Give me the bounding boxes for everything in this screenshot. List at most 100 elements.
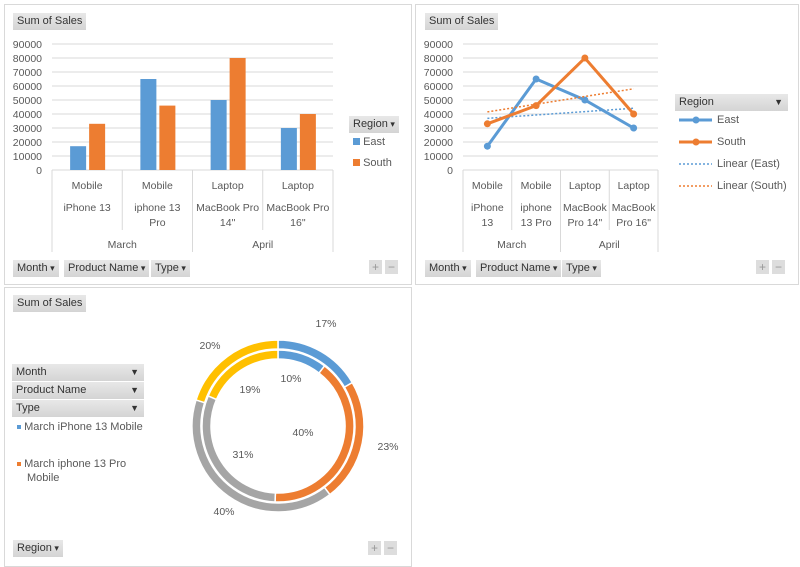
bar-east: [140, 79, 157, 170]
bar-east: [280, 128, 297, 170]
data-point: [581, 54, 589, 62]
category-product-label: MacBook Pro: [196, 202, 259, 214]
legend-label-linear-east: Linear (East): [717, 158, 780, 170]
collapse-button[interactable]: −: [772, 260, 785, 274]
data-point: [581, 96, 589, 104]
bar-south: [159, 105, 176, 170]
y-tick-label: 40000: [13, 109, 42, 121]
dropdown-arrow-icon: ▼: [130, 403, 139, 413]
category-product-label: iphone: [520, 202, 552, 214]
bar-south: [299, 114, 316, 170]
filter-month-button[interactable]: Month: [13, 260, 59, 277]
month-label: March: [497, 239, 526, 251]
data-point: [483, 120, 491, 128]
filter-product-name-button[interactable]: Product Name: [64, 260, 150, 277]
legend-entry-march-iphone13: March iPhone 13 Mobile: [17, 421, 147, 433]
category-type-label: Mobile: [521, 180, 552, 192]
data-label: 10%: [280, 373, 301, 385]
category-product-label: iPhone: [471, 202, 504, 214]
y-tick-label: 60000: [13, 81, 42, 93]
legend-label: March iphone 13 Pro Mobile: [24, 458, 127, 484]
bar-south: [229, 58, 246, 170]
category-product-label: MacBook: [612, 202, 657, 214]
category-type-label: Mobile: [142, 180, 173, 192]
y-tick-label: 50000: [13, 95, 42, 107]
dropdown-arrow-icon: ▼: [130, 385, 139, 395]
category-product-label: Pro: [149, 217, 166, 229]
filter-region-button[interactable]: Region: [13, 540, 63, 557]
data-label: 20%: [199, 340, 220, 352]
month-label: March: [108, 239, 137, 251]
dropdown-arrow-icon: ▼: [130, 367, 139, 377]
expand-button[interactable]: +: [756, 260, 769, 274]
y-tick-label: 70000: [13, 67, 42, 79]
dropdown-arrow-icon: ▼: [774, 97, 783, 107]
y-tick-label: 0: [447, 165, 453, 177]
legend-field-region-button[interactable]: Region: [349, 116, 399, 133]
value-field-button[interactable]: Sum of Sales: [425, 13, 499, 30]
category-product-label: Pro 14": [568, 217, 603, 229]
value-field-button[interactable]: Sum of Sales: [13, 13, 87, 30]
data-point: [483, 142, 491, 150]
filter-type-button[interactable]: Type: [562, 260, 601, 277]
legend-label: South: [363, 157, 392, 169]
expand-button[interactable]: +: [368, 541, 381, 555]
category-type-label: Laptop: [618, 180, 650, 192]
legend-field-type-button[interactable]: Type ▼: [12, 400, 144, 417]
bar-east: [70, 146, 87, 170]
line-chart-panel: [415, 4, 799, 285]
legend-label-linear-south: Linear (South): [717, 180, 787, 192]
data-label: 17%: [315, 318, 336, 330]
category-product-label: MacBook Pro: [266, 202, 329, 214]
bar-chart-panel: [4, 4, 412, 285]
legend-entry-east: East: [353, 136, 385, 148]
y-tick-label: 20000: [13, 137, 42, 149]
category-type-label: Laptop: [569, 180, 601, 192]
value-field-button[interactable]: Sum of Sales: [13, 295, 87, 312]
collapse-button[interactable]: −: [384, 541, 397, 555]
y-tick-label: 0: [36, 165, 42, 177]
bar-east: [210, 100, 227, 170]
category-product-label: iphone 13: [134, 202, 180, 214]
month-label: April: [252, 239, 273, 251]
legend-swatch: [17, 425, 21, 430]
y-tick-label: 60000: [424, 81, 453, 93]
legend-entry-south: South: [353, 157, 392, 169]
legend-label-east: East: [717, 114, 740, 126]
legend-swatch: [17, 462, 21, 467]
field-label: Product Name: [16, 384, 87, 396]
filter-product-name-button[interactable]: Product Name: [476, 260, 562, 277]
legend-label: March iPhone 13 Mobile: [24, 421, 143, 433]
legend-swatch: [353, 138, 360, 145]
legend-label: East: [363, 136, 386, 148]
collapse-button[interactable]: −: [385, 260, 398, 274]
category-product-label: MacBook: [563, 202, 608, 214]
filter-month-button[interactable]: Month: [425, 260, 471, 277]
line-series-south: [486, 55, 635, 126]
data-point: [630, 124, 638, 132]
legend-marker-icon: [692, 138, 700, 146]
data-label: 23%: [377, 441, 398, 453]
data-label: 40%: [213, 506, 234, 518]
bar-south: [89, 123, 106, 170]
category-type-label: Mobile: [472, 180, 503, 192]
legend-entry-march-iphone13pro: March iphone 13 Pro Mobile: [17, 457, 147, 485]
data-point: [630, 110, 638, 118]
data-label: 19%: [239, 384, 260, 396]
expand-button[interactable]: +: [369, 260, 382, 274]
y-tick-label: 80000: [424, 53, 453, 65]
legend-field-month-button[interactable]: Month ▼: [12, 364, 144, 381]
month-label: April: [599, 239, 620, 251]
category-product-label: iPhone 13: [63, 202, 110, 214]
y-tick-label: 70000: [424, 67, 453, 79]
legend-swatch: [353, 159, 360, 166]
doughnut-slice-south: [195, 339, 279, 404]
legend-field-region-button[interactable]: Region ▼: [675, 94, 788, 111]
data-label: 31%: [232, 449, 253, 461]
y-tick-label: 50000: [424, 95, 453, 107]
legend-field-product-name-button[interactable]: Product Name ▼: [12, 382, 144, 399]
filter-type-button[interactable]: Type: [151, 260, 190, 277]
y-tick-label: 10000: [13, 151, 42, 163]
y-tick-label: 40000: [424, 109, 453, 121]
